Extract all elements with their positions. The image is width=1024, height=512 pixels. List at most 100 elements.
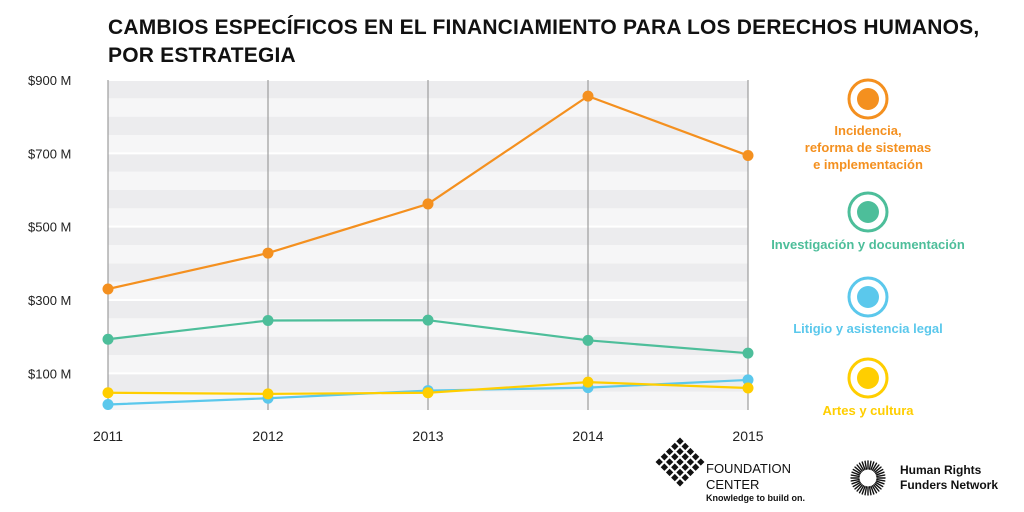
x-tick-label: 2014 — [572, 428, 603, 444]
sunburst-ray — [876, 478, 886, 482]
sunburst-ray — [854, 483, 862, 490]
sunburst-ray — [858, 485, 865, 494]
data-point — [422, 314, 434, 326]
y-axis: $100 M $300 M $500 M $700 M $900 M — [28, 73, 71, 381]
diamond-tile — [697, 458, 705, 466]
sunburst-ray — [856, 464, 863, 472]
diamond-tile — [686, 458, 695, 466]
diamond-tile — [671, 453, 679, 461]
legend-label: reforma de sistemas — [805, 140, 931, 155]
data-point — [582, 90, 594, 102]
legend-label: Investigación y documentación — [771, 237, 965, 252]
legend-marker-ring — [847, 357, 889, 399]
diamond-tile — [665, 458, 674, 466]
sunburst-ray — [854, 466, 862, 473]
sunburst-ray — [870, 485, 875, 495]
diamond-tile — [681, 442, 689, 451]
sunburst-ray — [861, 485, 866, 495]
foundation-center-logo: FOUNDATION CENTER Knowledge to build on. — [655, 437, 805, 503]
sunburst-ray — [851, 480, 861, 485]
diamond-tile — [655, 458, 663, 466]
sunburst-ray — [875, 471, 885, 476]
sunburst-ray — [871, 462, 878, 471]
sunburst-ray — [850, 478, 860, 482]
diamond-tile — [671, 473, 679, 482]
data-point — [102, 333, 114, 345]
x-tick-label: 2013 — [412, 428, 443, 444]
hrfn-sunburst-icon — [850, 460, 886, 496]
sunburst-ray — [875, 480, 885, 485]
legend-label: Incidencia, — [834, 123, 901, 138]
diamond-tile — [681, 453, 689, 461]
hrfn-name-line-1: Human Rights — [900, 463, 982, 477]
data-point — [102, 387, 114, 399]
data-point — [102, 283, 114, 295]
foundation-center-name-line-1: FOUNDATION — [706, 461, 791, 476]
sunburst-ray — [856, 484, 863, 492]
data-point — [742, 347, 754, 359]
x-tick-label: 2015 — [732, 428, 763, 444]
legend: Incidencia, reforma de sistemas e implemen… — [771, 78, 965, 418]
hrfn-logo: Human Rights Funders Network — [850, 460, 998, 496]
legend-marker-dot — [857, 286, 879, 308]
x-tick-label: 2011 — [93, 428, 123, 444]
hrfn-name-line-2: Funders Network — [900, 478, 998, 492]
diamond-tile — [676, 447, 684, 456]
diamond-tile — [691, 463, 700, 471]
diamond-tile — [660, 463, 669, 471]
diamond-tile — [691, 453, 700, 461]
data-point — [262, 388, 274, 400]
sunburst-ray — [874, 483, 882, 490]
diamond-tile — [665, 468, 674, 477]
x-tick-label: 2012 — [252, 428, 283, 444]
data-point — [102, 399, 114, 410]
diamond-tile — [660, 453, 669, 461]
data-point — [742, 374, 754, 386]
legend-marker-ring — [847, 191, 889, 233]
diamond-tile — [671, 442, 679, 451]
diamond-tile — [676, 458, 684, 466]
sunburst-ray — [864, 486, 868, 496]
legend-marker-dot — [857, 367, 879, 389]
data-point — [582, 334, 594, 346]
legend-item: Investigación y documentación — [771, 191, 965, 252]
legend-label: e implementación — [813, 157, 923, 172]
data-point — [262, 315, 274, 327]
sunburst-ray — [873, 484, 880, 492]
series-points — [102, 90, 754, 410]
sunburst-ray — [861, 461, 866, 471]
data-point — [582, 376, 594, 388]
sunburst-ray — [875, 481, 884, 488]
data-point — [422, 387, 434, 399]
sunburst-ray — [850, 474, 860, 478]
legend-marker-dot — [857, 201, 879, 223]
legend-marker-dot — [857, 88, 879, 110]
diamond-tile — [676, 479, 684, 487]
sunburst-ray — [871, 485, 878, 494]
chart-title-line-1: CAMBIOS ESPECÍFICOS EN EL FINANCIAMIENTO… — [108, 16, 980, 39]
legend-marker-ring — [847, 276, 889, 318]
data-point — [262, 247, 274, 259]
chart-title: CAMBIOS ESPECÍFICOS EN EL FINANCIAMIENTO… — [108, 14, 1008, 70]
sunburst-ray — [875, 468, 884, 475]
data-point — [742, 150, 754, 162]
x-axis: 2011 2012 2013 2014 2015 — [93, 428, 764, 444]
legend-label: Artes y cultura — [822, 403, 914, 418]
y-tick-label: $900 M — [28, 73, 71, 88]
diamond-tile — [681, 463, 689, 471]
legend-label: Litigio y asistencia legal — [793, 321, 943, 336]
sunburst-ray — [864, 460, 868, 470]
y-tick-label: $700 M — [28, 146, 71, 161]
diamond-tile — [686, 468, 695, 477]
sunburst-ray — [858, 462, 865, 471]
y-tick-label: $100 M — [28, 366, 71, 381]
foundation-center-tagline: Knowledge to build on. — [706, 493, 805, 503]
sunburst-ray — [868, 486, 872, 496]
diamond-tile — [681, 473, 689, 482]
diamond-tile — [665, 447, 674, 456]
legend-marker-ring — [847, 78, 889, 120]
sunburst-ray — [851, 471, 861, 476]
chart-title-line-2: POR ESTRATEGIA — [108, 44, 296, 67]
foundation-center-name-line-2: CENTER — [706, 477, 759, 492]
